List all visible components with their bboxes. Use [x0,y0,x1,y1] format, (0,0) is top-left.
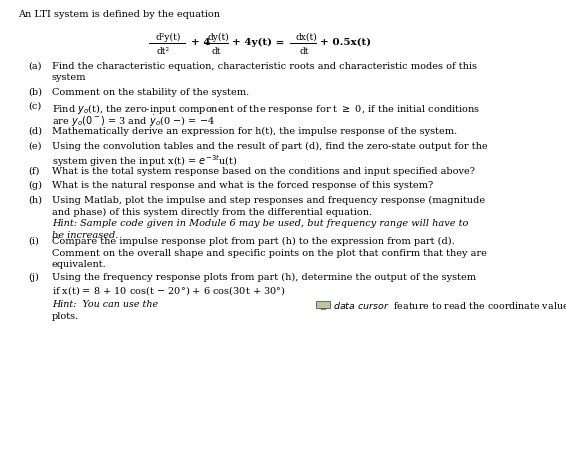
Bar [320,308,325,310]
Text: system: system [52,73,87,82]
Text: (j): (j) [28,273,39,282]
Text: Hint:  You can use the: Hint: You can use the [52,300,161,309]
Text: dt²: dt² [157,47,170,56]
Text: dt: dt [211,47,221,56]
Text: dx(t): dx(t) [295,33,317,42]
Text: Mathematically derive an expression for h(t), the impulse response of the system: Mathematically derive an expression for … [52,127,457,136]
Text: (h): (h) [28,196,42,205]
Text: dy(t): dy(t) [208,33,230,42]
Text: are $y_o(0^-)$ = 3 and $\dot{y}_o$(0 $-$) = $-$4: are $y_o(0^-)$ = 3 and $\dot{y}_o$(0 $-$… [52,114,215,129]
Text: Find the characteristic equation, characteristic roots and characteristic modes : Find the characteristic equation, charac… [52,62,477,71]
Text: + 4y(t) =: + 4y(t) = [232,38,284,47]
Text: (f): (f) [28,167,40,176]
Text: (a): (a) [28,62,41,71]
Text: Using the convolution tables and the result of part (d), find the zero-state out: Using the convolution tables and the res… [52,142,488,151]
Text: Find $y_o$(t), the zero-input component of the response for t $\geq$ 0, if the i: Find $y_o$(t), the zero-input component … [52,102,481,116]
Text: + 4: + 4 [191,38,211,47]
Text: dt: dt [299,47,308,56]
Text: What is the natural response and what is the forced response of this system?: What is the natural response and what is… [52,181,433,190]
Text: plots.: plots. [52,312,79,321]
Text: system given the input x(t) = $e^{-3t}$u(t): system given the input x(t) = $e^{-3t}$u… [52,154,238,169]
Text: + 0.5x(t): + 0.5x(t) [320,38,371,47]
Text: (d): (d) [28,127,42,136]
Text: $\it{data\ cursor}$  feature to read the coordinate values off the: $\it{data\ cursor}$ feature to read the … [333,300,566,311]
Text: Hint: Sample code given in Module 6 may be used, but frequency range will have t: Hint: Sample code given in Module 6 may … [52,219,469,228]
Text: Using Matlab, plot the impulse and step responses and frequency response (magnit: Using Matlab, plot the impulse and step … [52,196,485,205]
Text: equivalent.: equivalent. [52,260,107,269]
Text: (i): (i) [28,237,39,246]
Text: d²y(t): d²y(t) [155,33,181,42]
Text: and phase) of this system directly from the differential equation.: and phase) of this system directly from … [52,208,372,217]
Text: if x(t) = 8 + 10 cos(t $-$ 20°) + 6 cos(30t + 30°): if x(t) = 8 + 10 cos(t $-$ 20°) + 6 cos(… [52,284,286,298]
Text: Compare the impulse response plot from part (h) to the expression from part (d).: Compare the impulse response plot from p… [52,237,454,246]
Text: be increased.: be increased. [52,230,118,239]
Text: What is the total system response based on the conditions and input specified ab: What is the total system response based … [52,167,475,176]
Text: Comment on the stability of the system.: Comment on the stability of the system. [52,88,249,97]
Text: (c): (c) [28,102,41,111]
Text: (e): (e) [28,142,41,151]
Text: Using the frequency response plots from part (h), determine the output of the sy: Using the frequency response plots from … [52,273,476,282]
FancyBboxPatch shape [316,301,330,308]
Text: (b): (b) [28,88,42,97]
Text: An LTI system is defined by the equation: An LTI system is defined by the equation [18,10,220,19]
Text: (g): (g) [28,181,42,190]
Text: Comment on the overall shape and specific points on the plot that confirm that t: Comment on the overall shape and specifi… [52,248,487,257]
